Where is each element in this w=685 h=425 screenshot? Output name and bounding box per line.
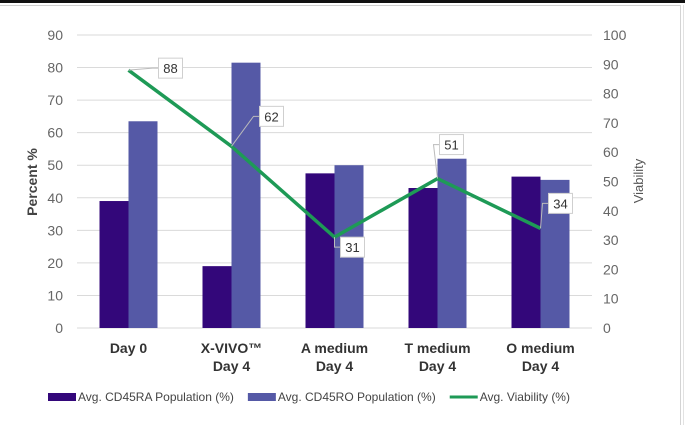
y-tick-label-left: 40 (47, 190, 63, 206)
data-label: 51 (444, 138, 458, 153)
y-axis-left-title: Percent % (24, 148, 40, 216)
y-tick-label-right: 50 (603, 174, 619, 190)
y-tick-label-right: 80 (603, 86, 619, 102)
scrollbar-edge (683, 5, 684, 425)
y-tick-label-left: 0 (55, 320, 63, 336)
x-category-label: Day 4 (522, 358, 560, 374)
data-label-box (439, 134, 464, 156)
y-tick-label-right: 100 (603, 27, 627, 43)
data-labels: 88 62 31 51 34 (128, 57, 573, 258)
window-top-bar (0, 0, 685, 3)
y-tick-label-left: 10 (47, 287, 63, 303)
data-label-leader (540, 202, 549, 229)
x-category-label: Day 0 (110, 340, 148, 356)
y-tick-label-right: 10 (603, 291, 619, 307)
legend: Avg. CD45RA Population (%) Avg. CD45RO Po… (48, 390, 570, 404)
x-category-label: Day 4 (419, 358, 457, 374)
bar-cd45ro (231, 62, 261, 329)
bar-cd45ra (305, 173, 335, 328)
data-label-box (158, 57, 183, 79)
frame-top-border (0, 5, 681, 6)
data-label: 88 (163, 61, 177, 76)
data-label-box (259, 105, 284, 127)
y-tick-label-right: 30 (603, 232, 619, 248)
y-axis-right-ticks: 0 10 20 30 40 50 60 70 80 90 100 (603, 27, 627, 336)
x-category-label: X-VIVO™ (201, 340, 262, 356)
x-category-label: O medium (506, 340, 574, 356)
x-category-label: Day 4 (213, 358, 251, 374)
y-tick-label-left: 30 (47, 222, 63, 238)
y-tick-label-right: 60 (603, 144, 619, 160)
data-label-leader (231, 115, 260, 147)
bars (99, 62, 570, 329)
bar-cd45ra (202, 266, 232, 328)
bar-cd45ro (128, 121, 158, 329)
legend-label: Avg. Viability (%) (480, 390, 570, 404)
y-axis-left-ticks: 0 10 20 30 40 50 60 70 80 90 (47, 27, 63, 336)
x-category-label: T medium (404, 340, 470, 356)
data-label-box (548, 192, 573, 214)
y-tick-label-left: 70 (47, 92, 63, 108)
x-category-label: A medium (301, 340, 368, 356)
y-tick-label-left: 50 (47, 157, 63, 173)
data-label: 34 (553, 196, 567, 211)
y-tick-label-right: 40 (603, 203, 619, 219)
bar-cd45ra (99, 201, 129, 328)
x-axis-categories: Day 0 X-VIVO™ Day 4 A medium Day 4 T medium Da… (110, 340, 575, 374)
y-tick-label-left: 80 (47, 60, 63, 76)
y-axis-right-title: Viability (631, 158, 646, 203)
data-label: 31 (345, 240, 359, 255)
gridlines (77, 34, 592, 329)
frame-right-border (680, 5, 681, 425)
data-label-leader (128, 67, 159, 71)
y-tick-label-right: 70 (603, 115, 619, 131)
data-label-leader (334, 237, 341, 248)
data-label-leader (432, 144, 440, 179)
legend-swatch (48, 393, 76, 401)
data-label: 62 (264, 109, 278, 124)
y-tick-label-left: 20 (47, 255, 63, 271)
y-tick-label-left: 60 (47, 125, 63, 141)
y-tick-label-right: 20 (603, 261, 619, 277)
y-tick-label-right: 0 (603, 320, 611, 336)
legend-swatch (247, 393, 276, 401)
legend-label: Avg. CD45RA Population (%) (78, 390, 234, 404)
y-tick-label-left: 90 (47, 27, 63, 43)
bar-cd45ra (408, 188, 438, 328)
bar-cd45ra (511, 176, 541, 328)
x-category-label: Day 4 (316, 358, 354, 374)
y-tick-label-right: 90 (603, 56, 619, 72)
data-label-box (340, 236, 365, 258)
legend-label: Avg. CD45RO Population (%) (278, 390, 436, 404)
